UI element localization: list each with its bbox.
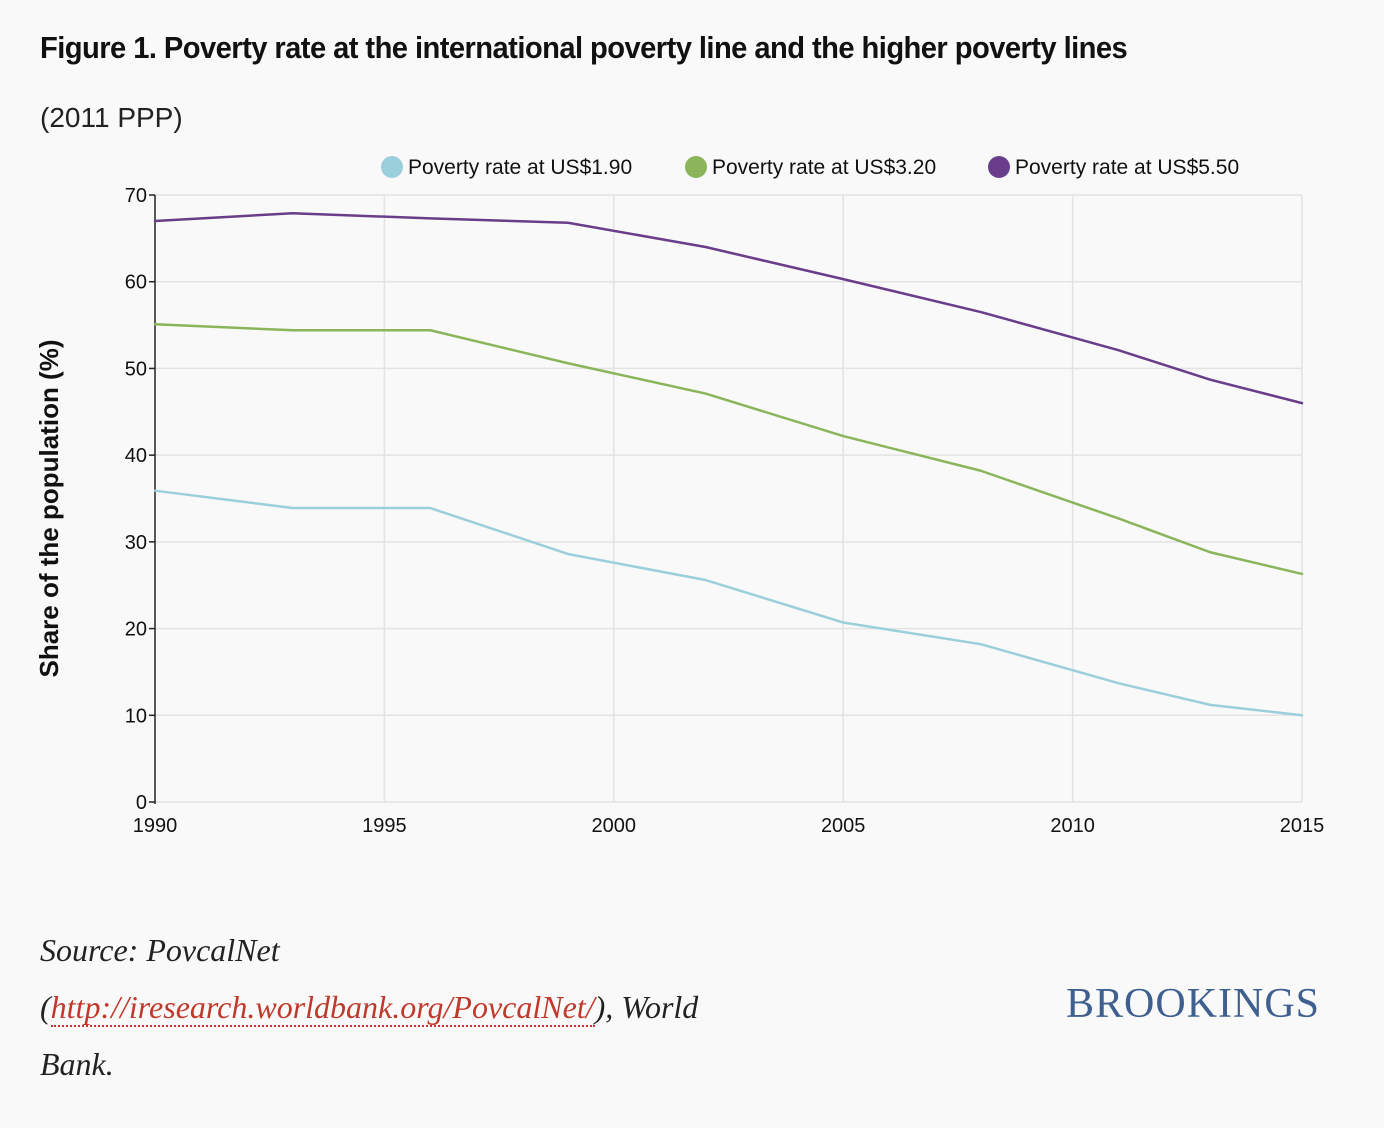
y-tick-label: 70 (125, 185, 147, 207)
x-tick-label: 1990 (133, 815, 178, 837)
legend-swatch-1 (381, 156, 403, 178)
x-tick-label: 2015 (1280, 815, 1325, 837)
series-line-1 (153, 489, 1304, 717)
x-tick-label: 1995 (362, 815, 407, 837)
grid (155, 194, 1303, 803)
y-tick-label: 30 (125, 532, 147, 554)
ticks: 0 10 20 30 40 50 60 70 1990 1995 2000 2005 2010 2015 (125, 185, 1325, 837)
source-note: Source: PovcalNet (http://iresearch.world… (40, 922, 810, 1093)
source-prefix: Source: PovcalNet (40, 932, 280, 968)
series (153, 211, 1304, 717)
line-chart: Poverty rate at US$1.90 Poverty rate at U… (34, 156, 1325, 837)
x-tick-label: 2005 (821, 815, 866, 837)
x-tick-label: 2010 (1050, 815, 1095, 837)
y-tick-label: 20 (125, 619, 147, 641)
chart-title: Figure 1. Poverty rate at the internatio… (40, 30, 1128, 65)
legend-label-1: Poverty rate at US$1.90 (408, 156, 632, 179)
series-line-3 (153, 211, 1304, 405)
legend-swatch-2 (685, 156, 707, 178)
source-suffix-bank: Bank. (40, 1046, 114, 1082)
y-tick-label: 10 (125, 705, 147, 727)
povcalnet-link[interactable]: http://iresearch.worldbank.org/PovcalNet… (50, 989, 595, 1027)
legend: Poverty rate at US$1.90 Poverty rate at U… (381, 156, 1239, 179)
y-axis-label: Share of the population (%) (34, 340, 64, 678)
y-tick-label: 60 (125, 272, 147, 294)
brookings-logo: BROOKINGS (1066, 981, 1321, 1027)
legend-label-3: Poverty rate at US$5.50 (1015, 156, 1239, 179)
y-tick-label: 40 (125, 445, 147, 467)
series-line-2 (153, 322, 1304, 576)
source-open-paren: ( (40, 989, 51, 1025)
source-suffix: ), World (594, 989, 699, 1025)
chart-subtitle: (2011 PPP) (40, 102, 183, 133)
axes (149, 194, 156, 804)
legend-swatch-3 (988, 156, 1010, 178)
y-tick-label: 50 (125, 358, 147, 380)
x-tick-label: 2000 (592, 815, 637, 837)
y-tick-label: 0 (136, 792, 147, 814)
legend-label-2: Poverty rate at US$3.20 (712, 156, 936, 179)
